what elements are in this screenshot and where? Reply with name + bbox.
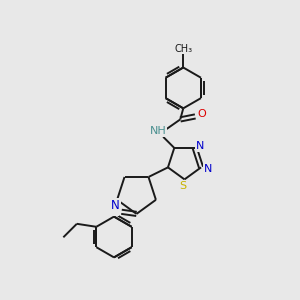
Text: O: O bbox=[110, 205, 118, 215]
Text: S: S bbox=[179, 181, 187, 191]
Text: NH: NH bbox=[149, 126, 166, 136]
Text: N: N bbox=[196, 141, 204, 152]
Text: O: O bbox=[198, 109, 206, 119]
Text: N: N bbox=[203, 164, 212, 174]
Text: N: N bbox=[111, 199, 120, 212]
Text: CH₃: CH₃ bbox=[174, 44, 192, 54]
